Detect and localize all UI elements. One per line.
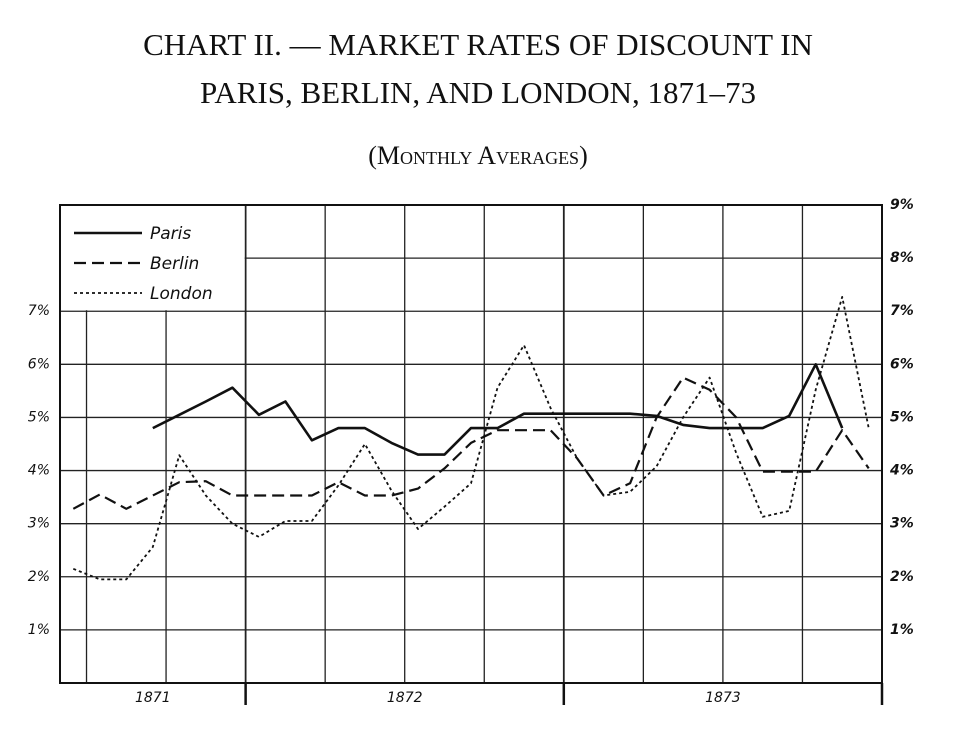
y2-tick-label: 5% bbox=[890, 409, 914, 425]
series-line bbox=[72, 376, 870, 510]
x-year-label: 1872 bbox=[387, 690, 423, 706]
x-year-label: 1873 bbox=[705, 690, 741, 706]
y-tick-label: 2% bbox=[28, 569, 50, 585]
x-year-label: 1871 bbox=[135, 690, 171, 706]
y2-tick-label: 4% bbox=[889, 463, 914, 479]
y2-tick-label: 2% bbox=[890, 569, 914, 585]
legend-label: Paris bbox=[150, 224, 191, 244]
legend-label: Berlin bbox=[150, 254, 199, 274]
y-tick-label: 3% bbox=[28, 516, 50, 532]
y-tick-label: 6% bbox=[28, 356, 50, 372]
plot-frame bbox=[59, 204, 883, 684]
y2-tick-label: 3% bbox=[890, 516, 914, 532]
y2-tick-label: 6% bbox=[890, 356, 914, 372]
legend-box bbox=[61, 206, 245, 311]
y2-tick-label: 7% bbox=[890, 303, 914, 319]
y-tick-label: 5% bbox=[28, 409, 50, 425]
y2-tick-label: 8% bbox=[890, 250, 914, 266]
chart-subtitle: (Monthly Averages) bbox=[368, 141, 587, 170]
chart-title: CHART II. — MARKET RATES OF DISCOUNT IN bbox=[143, 27, 813, 62]
y-tick-label: 1% bbox=[28, 622, 50, 638]
y2-tick-label: 9% bbox=[890, 197, 914, 213]
y-tick-label: 4% bbox=[28, 463, 50, 479]
series-line bbox=[72, 296, 870, 581]
chart-title: PARIS, BERLIN, AND LONDON, 1871–73 bbox=[200, 75, 756, 110]
legend-label: London bbox=[150, 284, 213, 304]
y-tick-label: 7% bbox=[28, 303, 50, 319]
y2-tick-label: 1% bbox=[890, 622, 914, 638]
